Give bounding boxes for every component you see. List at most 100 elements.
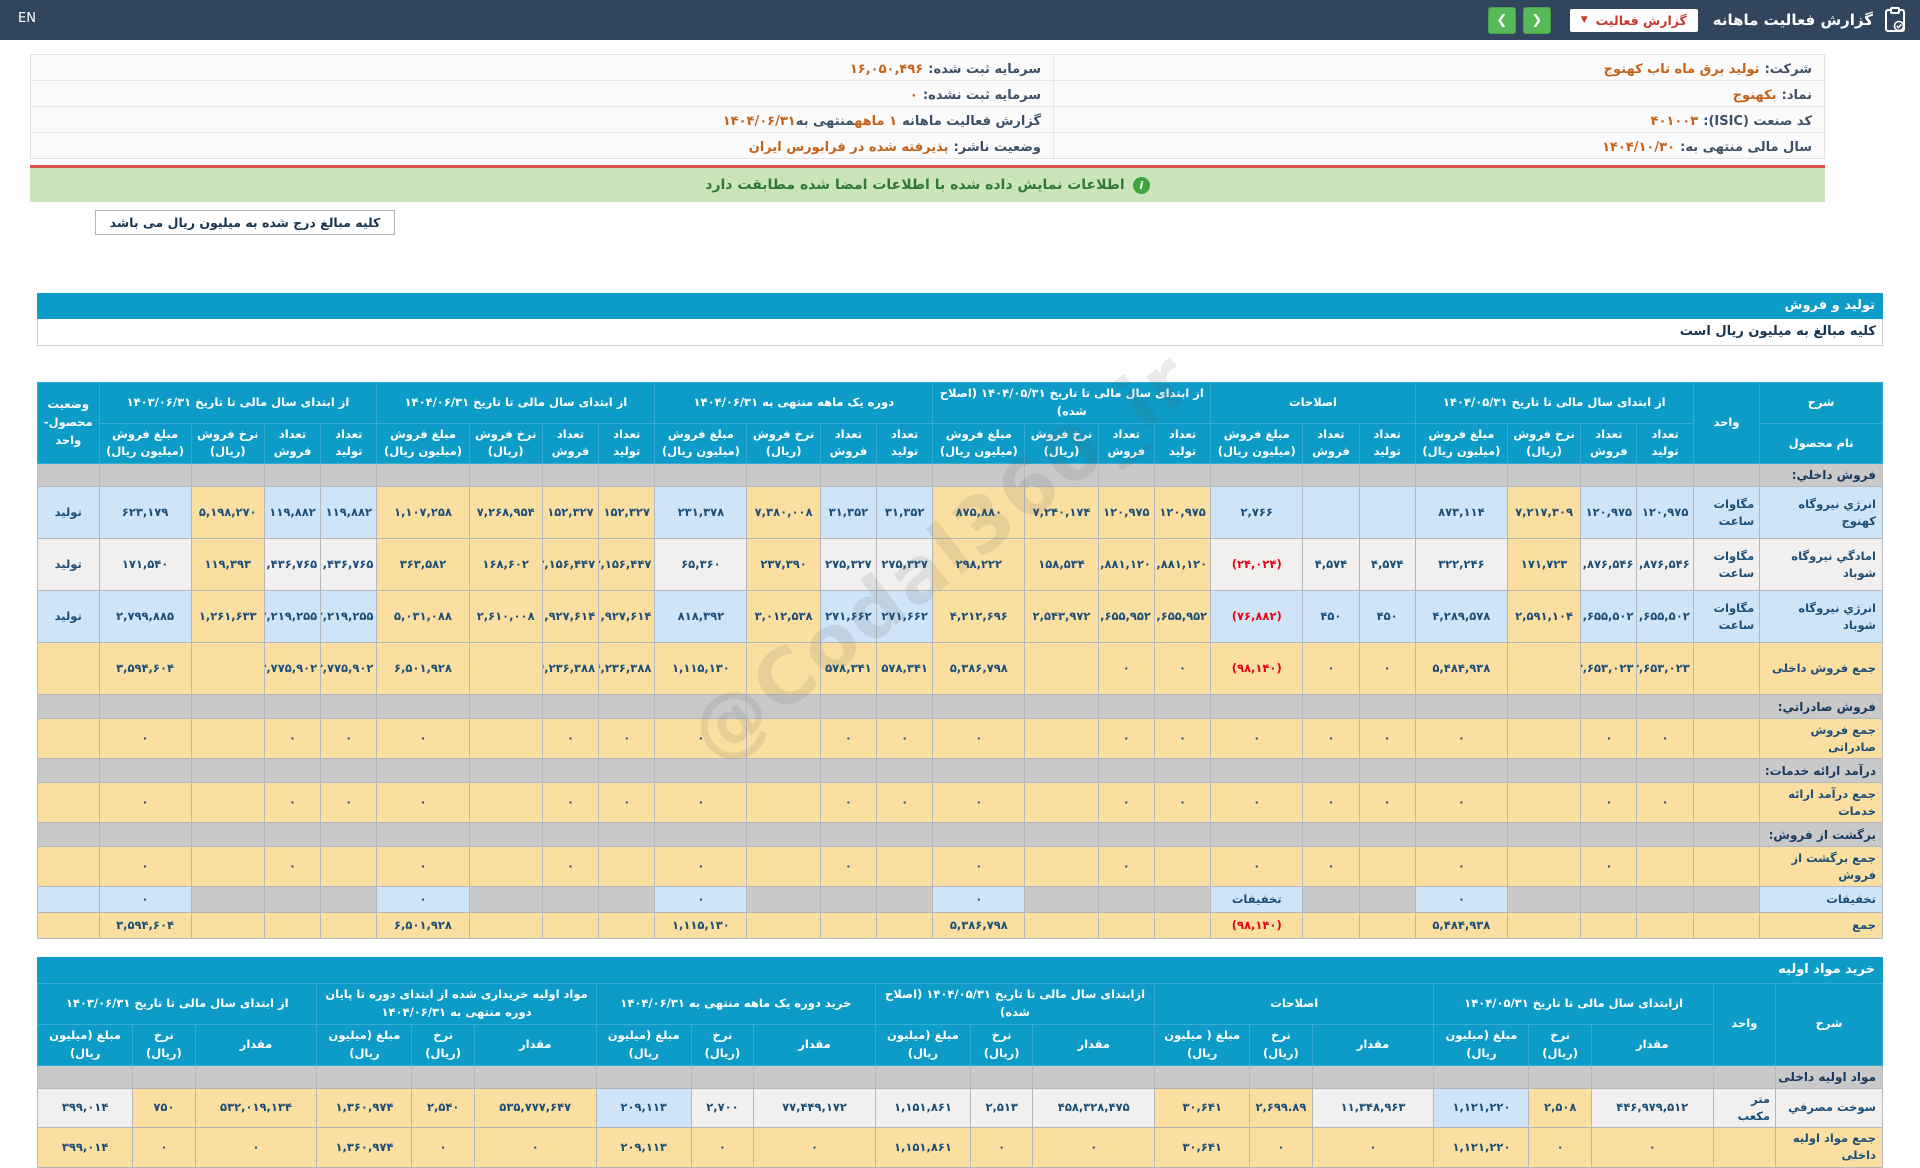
table-cell bbox=[1025, 643, 1098, 695]
table-cell bbox=[1637, 887, 1693, 913]
table-cell bbox=[1637, 913, 1693, 939]
company-info-table: شرکت: تولید برق ماه تاب کهنوجسرمایه ثبت … bbox=[30, 54, 1825, 159]
table-cell: ۱,۳۶۰,۹۷۴ bbox=[317, 1128, 412, 1168]
table-cell: ۴,۵۷۴ bbox=[1303, 539, 1359, 591]
table-cell bbox=[1025, 823, 1098, 847]
table-cell bbox=[1303, 887, 1359, 913]
table-cell bbox=[38, 783, 100, 823]
table-cell bbox=[469, 783, 542, 823]
table-cell bbox=[747, 719, 820, 759]
table-cell: ۱۱,۳۴۸,۹۶۳ bbox=[1312, 1088, 1434, 1128]
table-cell: جمع فروش صادراتی bbox=[1760, 719, 1883, 759]
info-label: سرمایه ثبت شده: bbox=[928, 62, 1041, 77]
table-cell bbox=[542, 823, 598, 847]
table-cell: ۵,۴۸۴,۹۳۸ bbox=[1415, 913, 1507, 939]
table-cell: ۴۵۰ bbox=[1359, 591, 1415, 643]
clipboard-report-icon bbox=[1882, 7, 1906, 33]
language-en-link[interactable]: EN bbox=[18, 11, 36, 26]
column-header: نرخ فروش (ریال) bbox=[191, 423, 264, 464]
column-header: مبلغ (میلیون ریال) bbox=[596, 1024, 691, 1065]
company-info-row: نماد: بکهنوجسرمایه ثبت نشده: ۰ bbox=[31, 81, 1824, 107]
table-cell: ۳۰,۶۴۱ bbox=[1155, 1088, 1250, 1128]
table-cell bbox=[1581, 464, 1637, 487]
column-header: مبلغ فروش (میلیون ریال) bbox=[1415, 423, 1507, 464]
table-cell: ۱,۸۸۱,۱۲۰ bbox=[1098, 539, 1154, 591]
table-cell bbox=[1025, 847, 1098, 887]
section-row-label: برگشت از فروش: bbox=[1760, 823, 1883, 847]
table-cell bbox=[469, 823, 542, 847]
table-cell: ۰ bbox=[1415, 847, 1507, 887]
table-cell bbox=[469, 847, 542, 887]
table-cell bbox=[1025, 783, 1098, 823]
table-cell: ۰ bbox=[377, 847, 469, 887]
section-title-production-sales: تولید و فروش bbox=[37, 293, 1883, 319]
table-cell: ۰ bbox=[1591, 1128, 1713, 1168]
table-cell: ۲۳۷,۳۹۰ bbox=[747, 539, 820, 591]
table-cell: ۰ bbox=[1415, 783, 1507, 823]
table-cell: ۴۴۶,۹۷۹,۵۱۲ bbox=[1591, 1088, 1713, 1128]
table-cell: ۱,۸۷۶,۵۴۶ bbox=[1637, 539, 1693, 591]
table-cell: ۳۰,۶۴۱ bbox=[1155, 1128, 1250, 1168]
column-header: مقدار bbox=[1312, 1024, 1434, 1065]
table-cell: ۷۷,۴۴۹,۱۷۲ bbox=[754, 1088, 876, 1128]
table-cell: ۱,۹۲۷,۶۱۴ bbox=[599, 591, 655, 643]
table-cell bbox=[747, 643, 820, 695]
table-cell: ۰ bbox=[655, 847, 747, 887]
table-cell: ۰ bbox=[1529, 1128, 1591, 1168]
table-row: جمع فروش صادراتی۰۰۰۰۰۰۰۰۰۰۰۰۰۰۰۰۰۰ bbox=[38, 719, 1883, 759]
table-cell bbox=[1359, 913, 1415, 939]
column-header: مقدار bbox=[195, 1024, 317, 1065]
table-cell bbox=[377, 823, 469, 847]
column-header: نرخ فروش (ریال) bbox=[469, 423, 542, 464]
table-cell: ۰ bbox=[1637, 783, 1693, 823]
table-cell: ۰ bbox=[99, 719, 191, 759]
column-header: تعداد تولید bbox=[321, 423, 377, 464]
table-cell bbox=[38, 759, 100, 783]
table-cell: ۰ bbox=[1637, 719, 1693, 759]
table-cell bbox=[1359, 847, 1415, 887]
signed-info-banner: i اطلاعات نمایش داده شده با اطلاعات امضا… bbox=[30, 168, 1825, 202]
table-cell bbox=[321, 464, 377, 487]
table-cell: ۴۵۸,۳۲۸,۴۷۵ bbox=[1033, 1088, 1155, 1128]
table-cell: ۳,۷۷۵,۹۰۲ bbox=[264, 643, 320, 695]
table-cell: ۰ bbox=[1211, 847, 1303, 887]
table-cell bbox=[38, 695, 100, 719]
table-cell bbox=[1693, 643, 1760, 695]
table-cell: (۹۸,۱۴۰) bbox=[1211, 913, 1303, 939]
table-cell bbox=[191, 719, 264, 759]
table-cell bbox=[195, 1065, 317, 1088]
table-cell: ۲,۵۰۸ bbox=[1529, 1088, 1591, 1128]
table-cell bbox=[747, 823, 820, 847]
table-cell: ۰ bbox=[1359, 643, 1415, 695]
table-cell bbox=[933, 823, 1025, 847]
table-cell: ۰ bbox=[655, 783, 747, 823]
column-header: مبلغ فروش (میلیون ریال) bbox=[377, 423, 469, 464]
company-info-row: شرکت: تولید برق ماه تاب کهنوجسرمایه ثبت … bbox=[31, 55, 1824, 81]
table-cell bbox=[820, 464, 876, 487]
table-cell bbox=[599, 823, 655, 847]
prev-report-button[interactable]: ❯ bbox=[1488, 7, 1516, 34]
table-cell: ۶۵,۳۶۰ bbox=[655, 539, 747, 591]
next-report-button[interactable]: ❮ bbox=[1523, 7, 1551, 34]
amounts-note-box: کلیه مبالغ درج شده به میلیون ریال می باش… bbox=[95, 210, 395, 235]
table-cell: ۶,۵۰۱,۹۲۸ bbox=[377, 913, 469, 939]
column-header: مبلغ ( میلیون ریال) bbox=[1155, 1024, 1250, 1065]
table-cell bbox=[820, 823, 876, 847]
table-cell: ۲۷۵,۳۲۷ bbox=[820, 539, 876, 591]
section-row: فروش داخلي: bbox=[38, 464, 1883, 487]
section-row-label: مواد اولیه داخلی bbox=[1776, 1065, 1883, 1088]
table-cell: ۰ bbox=[1359, 719, 1415, 759]
report-type-dropdown-label: گزارش فعالیت bbox=[1596, 13, 1687, 28]
section-row-label: درآمد ارائه خدمات: bbox=[1760, 759, 1883, 783]
table-cell bbox=[1507, 719, 1580, 759]
column-header: تعداد تولید bbox=[1154, 423, 1210, 464]
table-cell: ۴,۲۳۶,۳۸۸ bbox=[599, 643, 655, 695]
table-cell: ۰ bbox=[1581, 719, 1637, 759]
table-cell bbox=[1693, 913, 1760, 939]
column-header: مبلغ (میلیون ریال) bbox=[875, 1024, 970, 1065]
table-cell bbox=[747, 887, 820, 913]
report-type-dropdown[interactable]: گزارش فعالیت ▼ bbox=[1570, 9, 1698, 32]
column-header: مقدار bbox=[754, 1024, 876, 1065]
table-cell: ۰ bbox=[542, 847, 598, 887]
table-cell: ۰ bbox=[754, 1128, 876, 1168]
